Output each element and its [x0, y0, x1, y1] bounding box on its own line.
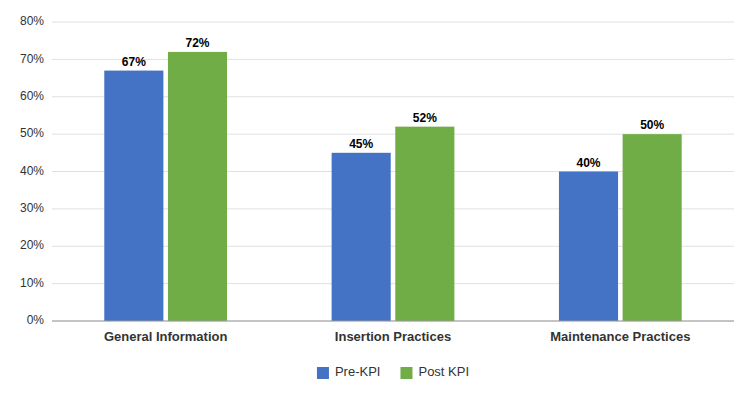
data-labels: 67% 45% 40% 72% 52% 50%	[122, 36, 665, 170]
y-tick-label: 50%	[20, 126, 44, 140]
bar	[104, 71, 163, 321]
grid-line	[52, 22, 734, 23]
y-tick-label: 0%	[27, 313, 45, 327]
legend-swatch	[317, 367, 329, 379]
y-axis: 0% 10% 20% 30% 40% 50% 60% 70% 80%	[20, 14, 44, 327]
x-tick-label: Insertion Practices	[335, 329, 451, 344]
data-label: 40%	[576, 156, 600, 170]
data-label: 67%	[122, 55, 146, 69]
data-label: 45%	[349, 137, 373, 151]
data-label: 50%	[640, 118, 664, 132]
legend: Pre-KPI Post KPI	[317, 364, 469, 379]
chart-svg: 0% 10% 20% 30% 40% 50% 60% 70% 80% 67% 45% 40% 72% 52…	[0, 0, 752, 393]
bar	[168, 52, 227, 321]
bar	[395, 127, 454, 321]
legend-item: Post KPI	[400, 364, 469, 379]
y-tick-label: 10%	[20, 276, 44, 290]
y-tick-label: 40%	[20, 164, 44, 178]
y-tick-label: 80%	[20, 14, 44, 28]
legend-label: Pre-KPI	[335, 364, 381, 379]
bars	[104, 52, 681, 321]
x-axis-line	[52, 321, 734, 322]
bar	[559, 172, 618, 322]
y-tick-label: 30%	[20, 201, 44, 215]
grid-line	[52, 59, 734, 60]
bar	[623, 134, 682, 321]
legend-item: Pre-KPI	[317, 364, 381, 379]
x-axis: General Information Insertion Practices Ma…	[52, 321, 734, 344]
data-label: 52%	[413, 111, 437, 125]
x-tick-label: General Information	[104, 329, 228, 344]
x-tick-label: Maintenance Practices	[550, 329, 690, 344]
legend-label: Post KPI	[418, 364, 469, 379]
legend-swatch	[400, 367, 412, 379]
y-tick-label: 20%	[20, 238, 44, 252]
y-tick-label: 60%	[20, 89, 44, 103]
grid	[52, 22, 734, 321]
bar	[332, 153, 391, 321]
y-tick-label: 70%	[20, 52, 44, 66]
data-label: 72%	[185, 36, 209, 50]
grid-line	[52, 321, 734, 322]
chart-container: 0% 10% 20% 30% 40% 50% 60% 70% 80% 67% 45% 40% 72% 52…	[0, 0, 752, 393]
